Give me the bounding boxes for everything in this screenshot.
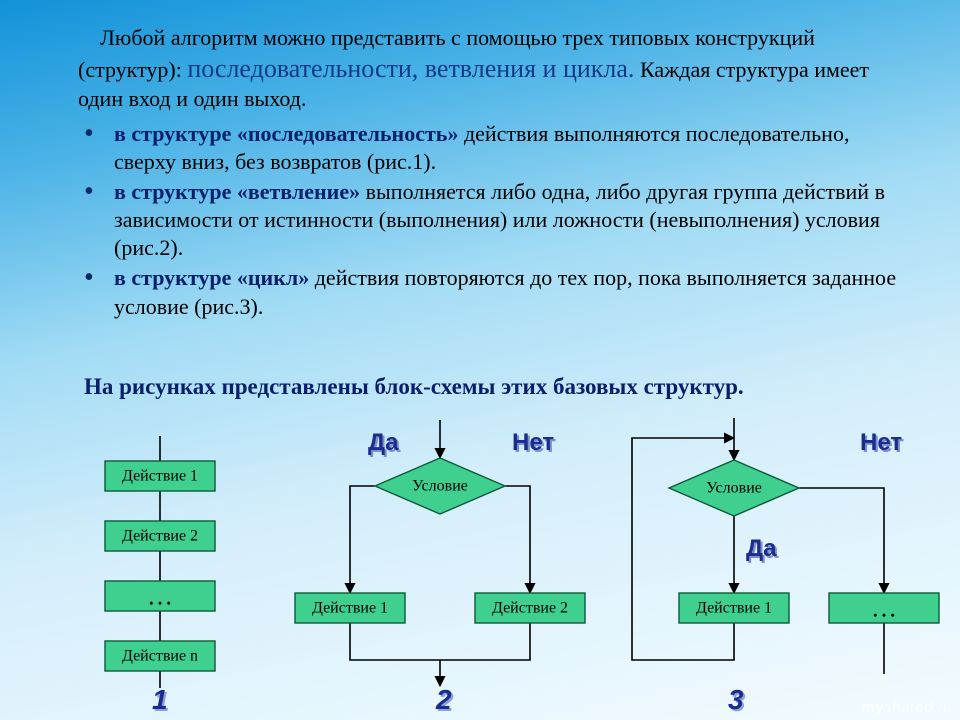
slide-page: Любой алгоритм можно представить с помощ…	[0, 0, 960, 720]
diagram-loop: УсловиеДействие 1…ДаДаНетНет	[614, 414, 954, 694]
watermark-a: my	[861, 699, 884, 716]
watermark: myshared.ru	[861, 699, 952, 716]
bullet-list: в структуре «последовательность» действи…	[78, 120, 898, 321]
bullet-item: в структуре «цикл» действия повторяются …	[78, 264, 898, 320]
figure-number-3: 3	[728, 684, 744, 716]
text-block: Любой алгоритм можно представить с помощ…	[78, 24, 898, 323]
watermark-b: shared	[884, 699, 933, 716]
figure-number-1: 1	[152, 684, 168, 716]
schemas-title: На рисунках представлены блок-схемы этих…	[84, 374, 904, 400]
svg-text:…: …	[147, 582, 173, 611]
watermark-c: .ru	[933, 699, 952, 716]
svg-text:Да: Да	[746, 535, 777, 562]
svg-text:Условие: Условие	[412, 478, 468, 495]
svg-text:Нет: Нет	[860, 429, 902, 456]
bullet-head: в структуре «ветвление»	[114, 179, 360, 204]
svg-text:Действие 2: Действие 2	[492, 600, 568, 617]
figure-number-2: 2	[436, 684, 452, 716]
svg-text:Действие 2: Действие 2	[122, 528, 198, 545]
svg-text:Действие 1: Действие 1	[312, 600, 388, 617]
svg-text:Действие 1: Действие 1	[696, 600, 772, 617]
svg-text:Условие: Условие	[706, 480, 762, 497]
intro-paragraph: Любой алгоритм можно представить с помощ…	[78, 24, 898, 114]
svg-text:Действие 1: Действие 1	[122, 468, 198, 485]
bullet-head: в структуре «последовательность»	[114, 121, 458, 146]
svg-text:Да: Да	[368, 429, 399, 456]
svg-text:…: …	[871, 594, 897, 623]
intro-accent: последовательности, ветвления и цикла.	[187, 54, 634, 83]
bullet-item: в структуре «ветвление» выполняется либо…	[78, 178, 898, 262]
svg-text:Нет: Нет	[512, 429, 554, 456]
bullet-head: в структуре «цикл»	[114, 265, 309, 290]
diagram-branch: УсловиеДействие 1Действие 2ДаДаНетНет	[260, 414, 620, 694]
diagram-sequence: Действие 1 Действие 2 … Действие n	[60, 430, 260, 690]
svg-text:Действие n: Действие n	[122, 648, 198, 665]
bullet-item: в структуре «последовательность» действи…	[78, 120, 898, 176]
